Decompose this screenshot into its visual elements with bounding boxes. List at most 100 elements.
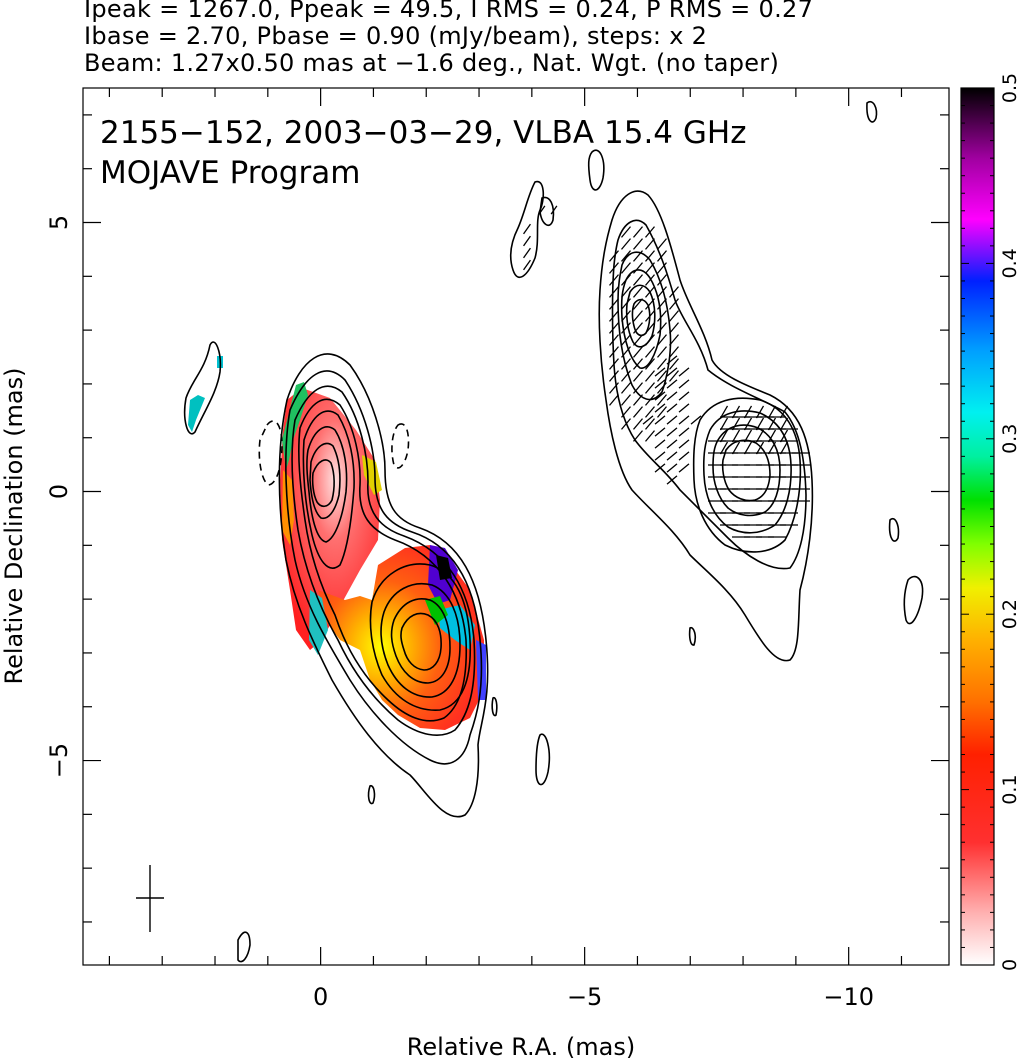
evpa-vector bbox=[538, 205, 546, 215]
evpa-vector bbox=[657, 370, 667, 382]
evpa-vector bbox=[755, 429, 765, 443]
evpa-vector bbox=[743, 429, 753, 443]
evpa-vector bbox=[731, 441, 741, 455]
y-tick-label: 0 bbox=[45, 484, 73, 499]
evpa-vector bbox=[633, 286, 643, 298]
evpa-vector bbox=[609, 274, 619, 286]
jet-green-patch bbox=[425, 596, 448, 625]
evpa-vector bbox=[621, 346, 631, 358]
evpa-vector bbox=[654, 403, 666, 413]
evpa-vector bbox=[621, 226, 631, 238]
evpa-vector bbox=[678, 427, 690, 437]
evpa-vector bbox=[621, 418, 631, 430]
evpa-vector bbox=[666, 391, 678, 401]
evpa-vector bbox=[657, 286, 667, 298]
evpa-vector bbox=[657, 310, 667, 322]
evpa-vector bbox=[633, 262, 643, 274]
evpa-vector bbox=[609, 394, 619, 406]
evpa-vector bbox=[678, 415, 690, 425]
evpa-vector bbox=[645, 238, 655, 250]
evpa-vector bbox=[678, 451, 690, 461]
evpa-vector bbox=[666, 367, 678, 377]
evpa-vector bbox=[633, 430, 643, 442]
evpa-vector bbox=[657, 394, 667, 406]
evpa-vector bbox=[657, 250, 667, 262]
colorbar bbox=[960, 87, 995, 966]
evpa-vector bbox=[633, 358, 643, 370]
evpa-vector bbox=[654, 451, 666, 461]
evpa-vector bbox=[645, 286, 655, 298]
evpa-vector bbox=[719, 429, 729, 443]
evpa-vector bbox=[645, 394, 655, 406]
evpa-vector bbox=[642, 415, 654, 425]
evpa-vector bbox=[731, 429, 741, 443]
evpa-vector bbox=[523, 235, 531, 247]
evpa-vector bbox=[743, 405, 753, 419]
evpa-vector bbox=[690, 415, 702, 425]
evpa-vector bbox=[523, 223, 531, 235]
evpa-vector bbox=[621, 370, 631, 382]
colorbar-tick-label: 0.3 bbox=[999, 424, 1021, 454]
evpa-vector bbox=[779, 429, 789, 443]
evpa-vector bbox=[633, 250, 643, 262]
evpa-vector bbox=[657, 346, 667, 358]
evpa-vector bbox=[523, 247, 531, 259]
evpa-vector bbox=[654, 367, 666, 377]
evpa-vector bbox=[609, 322, 619, 334]
evpa-vector bbox=[666, 379, 678, 389]
evpa-vector bbox=[645, 226, 655, 238]
evpa-vector bbox=[550, 205, 558, 215]
y-axis-label: Relative Declination (mas) bbox=[0, 367, 28, 684]
evpa-vector bbox=[609, 382, 619, 394]
evpa-vector bbox=[645, 250, 655, 262]
evpa-vector bbox=[755, 405, 765, 419]
evpa-vector bbox=[633, 418, 643, 430]
evpa-vector bbox=[621, 406, 631, 418]
evpa-vector bbox=[645, 310, 655, 322]
evpa-vector bbox=[669, 322, 679, 334]
evpa-vector bbox=[657, 322, 667, 334]
evpa-vector bbox=[669, 310, 679, 322]
evpa-vector bbox=[645, 334, 655, 346]
x-tick-label: −5 bbox=[567, 983, 602, 1011]
evpa-vector bbox=[657, 406, 667, 418]
evpa-vector bbox=[633, 394, 643, 406]
evpa-vector bbox=[633, 298, 643, 310]
evpa-vector bbox=[621, 298, 631, 310]
evpa-vector bbox=[666, 451, 678, 461]
evpa-vector bbox=[657, 382, 667, 394]
header-base-line: Ibase = 2.70, Pbase = 0.90 (mJy/beam), s… bbox=[84, 22, 708, 50]
evpa-vector bbox=[633, 370, 643, 382]
polarization-vectors bbox=[523, 205, 810, 538]
evpa-vector bbox=[654, 427, 666, 437]
evpa-vector bbox=[645, 262, 655, 274]
evpa-vector bbox=[767, 417, 777, 431]
evpa-vector bbox=[609, 346, 619, 358]
evpa-vector bbox=[645, 298, 655, 310]
chart-subtitle: MOJAVE Program bbox=[100, 155, 360, 191]
evpa-vector bbox=[633, 382, 643, 394]
y-tick-label: 5 bbox=[45, 215, 73, 230]
evpa-vector bbox=[678, 391, 690, 401]
evpa-vector bbox=[633, 334, 643, 346]
evpa-vector bbox=[657, 238, 667, 250]
evpa-vector bbox=[654, 439, 666, 449]
evpa-vector bbox=[657, 274, 667, 286]
evpa-vector bbox=[719, 405, 729, 419]
evpa-vector bbox=[621, 238, 631, 250]
x-tick-label: 0 bbox=[313, 983, 328, 1011]
evpa-vector bbox=[779, 441, 789, 455]
axes: 0 −5 −10 5 0 −5 0 0.1 0.2 0.3 0.4 0.5 bbox=[45, 73, 1021, 1011]
header-beam-line: Beam: 1.27x0.50 mas at −1.6 deg., Nat. W… bbox=[84, 49, 780, 77]
evpa-vector bbox=[645, 322, 655, 334]
jet-peak-pol-patch bbox=[436, 555, 452, 580]
colorbar-tick-label: 0.2 bbox=[999, 599, 1021, 629]
evpa-vector bbox=[609, 262, 619, 274]
evpa-vector bbox=[666, 403, 678, 413]
evpa-vector bbox=[669, 358, 679, 370]
evpa-vector bbox=[669, 286, 679, 298]
evpa-vector bbox=[657, 358, 667, 370]
colorbar-tick-label: 0.5 bbox=[999, 73, 1021, 103]
evpa-vector bbox=[621, 322, 631, 334]
